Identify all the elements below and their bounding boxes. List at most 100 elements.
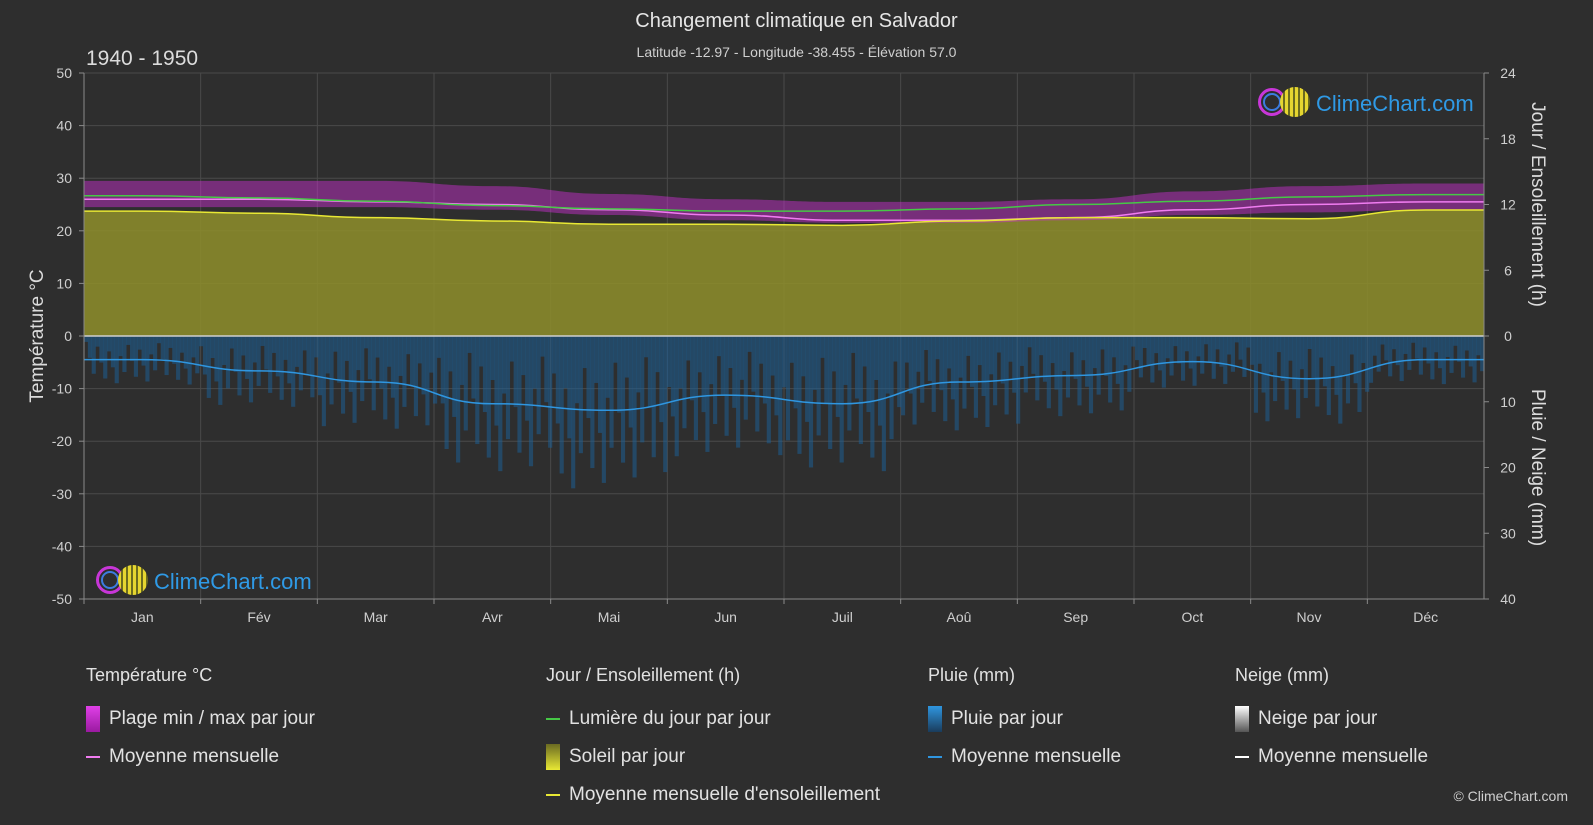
rain-bar <box>943 336 948 422</box>
snow-mean-swatch <box>1235 756 1249 758</box>
rain-bar <box>1330 336 1335 367</box>
rain-bar <box>1111 336 1117 358</box>
rain-bar <box>601 336 606 483</box>
rain-bar <box>1008 336 1013 362</box>
rain-bar <box>1223 336 1228 384</box>
rain-bar <box>333 336 338 352</box>
rain-bar <box>1319 336 1324 358</box>
chart-axes: 50 40 30 20 10 0 -10 -20 -30 -40 -50 24 18 12 6 0 10 20 30… <box>27 65 1548 625</box>
rain-bar <box>877 336 883 426</box>
rain-bar <box>893 336 898 362</box>
legend-item-daylight: Lumière du jour par jour <box>546 700 880 738</box>
rain-bar <box>1476 336 1481 356</box>
daylight-line <box>84 193 1484 212</box>
rain-bar <box>904 336 909 363</box>
rain-bar <box>605 336 610 398</box>
rain-bar <box>582 336 587 369</box>
rain-bar <box>521 336 526 376</box>
rain-bar <box>647 336 652 408</box>
rain-bar <box>1269 336 1274 373</box>
rain-bar <box>390 336 395 398</box>
rain-bar <box>732 336 737 408</box>
rain-bar <box>452 336 457 417</box>
rain-bar <box>858 336 863 445</box>
rain-bar <box>667 336 672 387</box>
rain-bar <box>1215 336 1220 350</box>
rain-bar <box>789 336 794 363</box>
rain-bar <box>678 336 683 389</box>
rain-bar <box>283 336 288 360</box>
rain-bar <box>187 336 192 385</box>
rain-bar <box>1238 336 1243 360</box>
rain-bar <box>655 336 660 373</box>
temperature-mean-line <box>84 198 1484 222</box>
rain-bar <box>620 336 626 463</box>
rain-bar <box>199 336 204 347</box>
rain-bar <box>1265 336 1270 422</box>
legend-item-sunshine: Soleil par jour <box>546 738 880 776</box>
rain-bar <box>1334 336 1339 395</box>
rain-bar <box>1161 336 1166 388</box>
rain-bar <box>1165 336 1170 359</box>
rain-bar <box>851 336 856 353</box>
rain-bar <box>920 336 925 403</box>
rain-bar <box>1357 336 1362 412</box>
rain-bar <box>1376 336 1381 372</box>
rain-bar <box>870 336 875 458</box>
rain-bar <box>935 336 940 360</box>
rain-bar <box>528 336 534 467</box>
rain-bar <box>1261 336 1266 393</box>
rain-bar <box>977 336 982 366</box>
rain-bar <box>885 336 890 394</box>
rain-bar <box>1326 336 1331 416</box>
period-label: 1940 - 1950 <box>86 47 199 70</box>
legend-snow: Neige (mm) Neige par jour Moyenne mensue… <box>1235 665 1428 776</box>
rain-bar <box>367 336 372 380</box>
left-tick-label: 20 <box>56 223 72 239</box>
rain-bar <box>1019 336 1025 366</box>
rain-bar <box>130 336 135 361</box>
rain-bar <box>364 336 369 349</box>
rain-bar <box>1204 336 1209 345</box>
rain-bar <box>874 336 879 381</box>
rain-bar <box>1468 336 1473 367</box>
rain-bar <box>774 336 779 416</box>
chart-subtitle: Latitude -12.97 - Longitude -38.455 - Él… <box>636 44 957 60</box>
rain-bar <box>1119 336 1124 411</box>
rain-bar <box>110 336 115 368</box>
rain-bar <box>260 336 265 346</box>
rain-bar <box>881 336 886 472</box>
rain-bar <box>1460 336 1466 378</box>
rain-bar <box>1303 336 1308 398</box>
rain-bar <box>153 336 158 371</box>
logo-bottom[interactable]: ClimeChart.com <box>96 565 312 599</box>
rain-bar <box>490 336 495 381</box>
rain-bar <box>820 336 825 358</box>
rain-bar <box>912 336 917 425</box>
rain-bar <box>214 336 219 382</box>
rain-bar <box>1407 336 1412 370</box>
rain-bar <box>1457 336 1462 362</box>
rain-bar <box>429 336 434 373</box>
legend-sun: Jour / Ensoleillement (h) Lumière du jou… <box>546 665 880 814</box>
chart-title: Changement climatique en Salvador <box>635 10 958 32</box>
rain-bar <box>298 336 303 391</box>
rain-bar <box>517 336 522 453</box>
rain-bar <box>628 336 633 428</box>
rain-bar <box>168 336 173 348</box>
rain-bar <box>1250 336 1255 365</box>
rain-bar <box>1196 336 1201 357</box>
rain-bar <box>456 336 461 463</box>
legend-heading: Pluie (mm) <box>928 665 1016 685</box>
legend-label: Moyenne mensuelle <box>109 746 280 767</box>
rain-bar <box>659 336 664 423</box>
rain-bar <box>916 336 921 372</box>
rain-bar <box>1081 336 1086 361</box>
rain-bar <box>1180 336 1186 381</box>
rain-bar <box>674 336 679 457</box>
left-tick-label: -40 <box>52 538 72 554</box>
rain-bar <box>271 336 277 353</box>
month-label: Aoû <box>947 609 972 625</box>
logo-top[interactable]: ClimeChart.com <box>1258 87 1474 121</box>
rain-bar <box>275 336 280 377</box>
